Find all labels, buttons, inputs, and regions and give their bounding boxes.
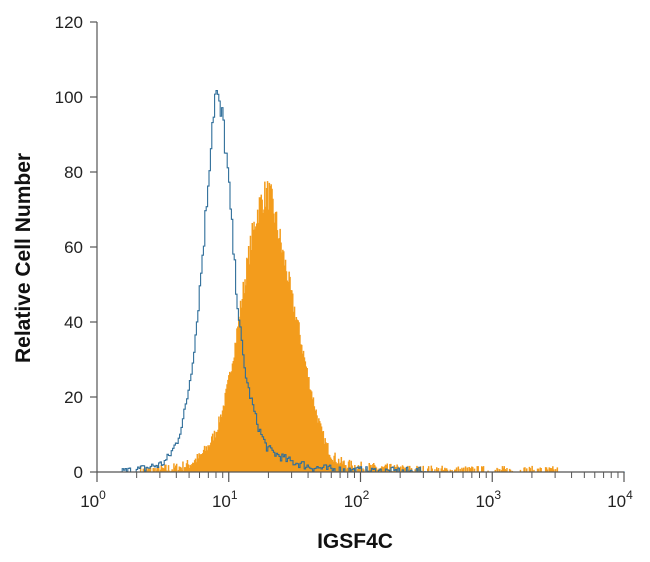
- x-tick-label: 101: [212, 488, 238, 511]
- series-outline-histogram: [97, 89, 625, 473]
- x-tick-base: 10: [607, 492, 626, 511]
- y-tick-label: 100: [55, 88, 83, 107]
- x-tick-exponent: 2: [363, 488, 370, 502]
- y-tick-label: 120: [55, 13, 83, 32]
- y-tick-label: 20: [64, 388, 83, 407]
- series-filled-histogram: [97, 181, 625, 473]
- y-axis-title: Relative Cell Number: [12, 153, 35, 363]
- x-tick-base: 10: [344, 492, 363, 511]
- x-axis-title: IGSF4C: [317, 530, 393, 553]
- y-axis-ticks: 0 20 40 60 80 100 120: [55, 13, 97, 482]
- x-tick-exponent: 4: [626, 488, 633, 502]
- x-tick-base: 10: [475, 492, 494, 511]
- x-tick-label: 103: [475, 488, 501, 511]
- y-tick-label: 40: [64, 313, 83, 332]
- x-axis-ticks: 100 101 102 103 104: [80, 472, 633, 511]
- y-tick-label: 0: [74, 463, 83, 482]
- y-tick-label: 60: [64, 238, 83, 257]
- x-tick-base: 10: [80, 492, 99, 511]
- x-tick-label: 102: [344, 488, 370, 511]
- x-tick-base: 10: [212, 492, 231, 511]
- y-tick-label: 80: [64, 163, 83, 182]
- plot-area: [97, 89, 625, 473]
- x-tick-exponent: 3: [494, 488, 501, 502]
- x-tick-exponent: 0: [99, 488, 106, 502]
- x-tick-label: 100: [80, 488, 106, 511]
- x-tick-label: 104: [607, 488, 633, 511]
- x-tick-exponent: 1: [231, 488, 238, 502]
